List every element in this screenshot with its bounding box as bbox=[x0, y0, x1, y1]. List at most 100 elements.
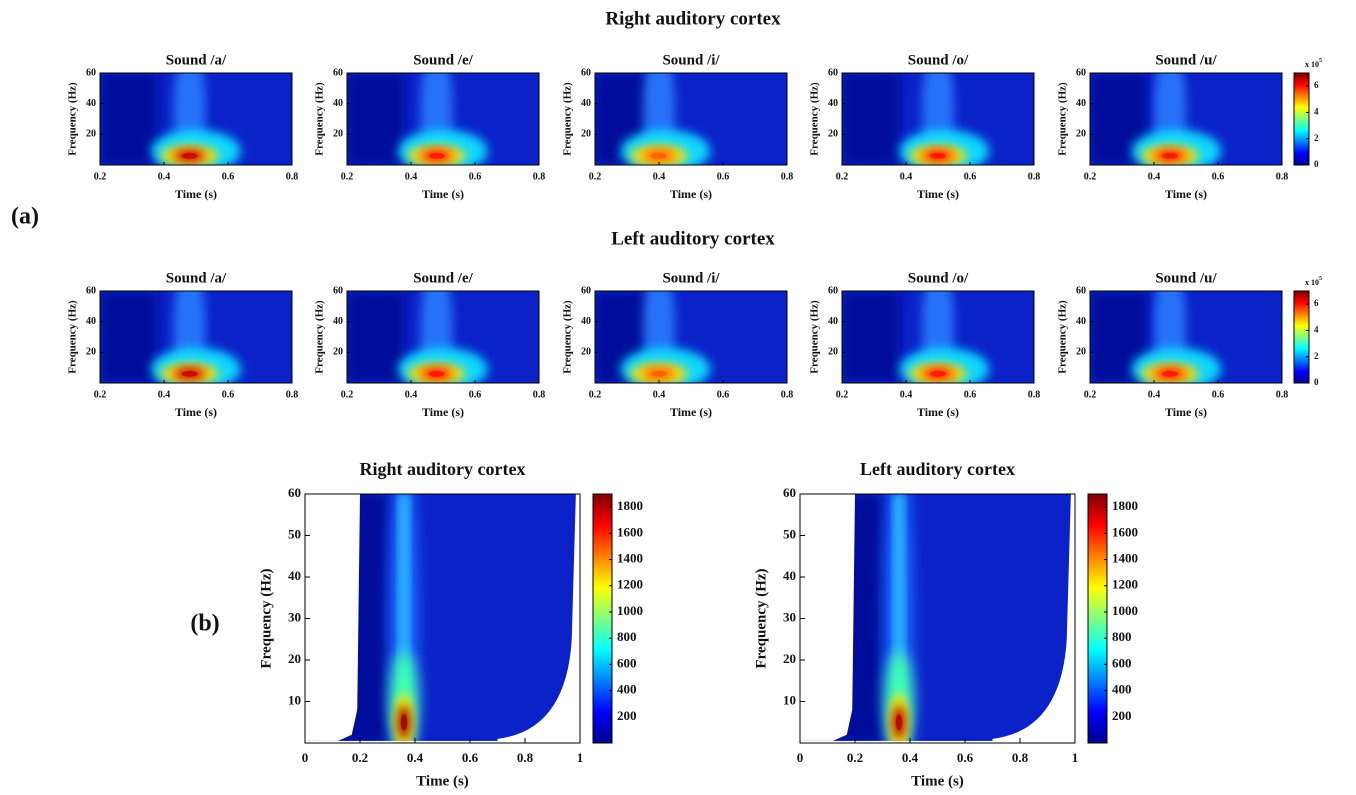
heatmap bbox=[100, 73, 292, 165]
axes-frame bbox=[594, 290, 788, 384]
x-tick-label: 0.4 bbox=[158, 171, 171, 182]
panel-label: (b) bbox=[190, 611, 219, 637]
ridge bbox=[399, 494, 409, 743]
chart-title: Sound /u/ bbox=[1155, 270, 1217, 286]
x-tick-label: 0.4 bbox=[407, 750, 424, 765]
colorbar-tick-label: 600 bbox=[1112, 655, 1132, 670]
y-tick-label: 40 bbox=[86, 98, 96, 109]
y-tick-label: 20 bbox=[288, 651, 301, 666]
y-tick-label: 50 bbox=[288, 526, 301, 541]
y-axis-label: Frequency (Hz) bbox=[67, 82, 79, 156]
x-axis-label: Time (s) bbox=[175, 405, 217, 419]
y-tick-label: 20 bbox=[86, 129, 96, 140]
x-tick-label: 0.6 bbox=[1212, 171, 1225, 182]
x-tick-label: 0.2 bbox=[341, 389, 354, 400]
cone-bottom bbox=[305, 740, 580, 743]
y-axis-label: Frequency (Hz) bbox=[809, 82, 821, 156]
x-axis-label: Time (s) bbox=[175, 187, 217, 201]
x-tick-label: 0.4 bbox=[158, 389, 171, 400]
y-tick-label: 20 bbox=[828, 347, 838, 358]
y-tick-label: 60 bbox=[86, 67, 96, 78]
peak-position bbox=[428, 370, 445, 377]
x-tick-label: 0.8 bbox=[1028, 171, 1041, 182]
chart-title: Sound /i/ bbox=[662, 52, 720, 68]
x-tick-label: 0.2 bbox=[352, 750, 368, 765]
x-tick-label: 0.8 bbox=[533, 171, 546, 182]
heatmap bbox=[800, 494, 1075, 743]
colorbar bbox=[1293, 72, 1310, 166]
x-axis-label: Time (s) bbox=[917, 405, 959, 419]
x-tick-label: 0 bbox=[302, 750, 309, 765]
x-axis-label: Time (s) bbox=[670, 187, 712, 201]
x-tick-label: 0.6 bbox=[222, 389, 235, 400]
colorbar-tick-label: 6 bbox=[1314, 80, 1319, 90]
colorbar-multiplier: x 105 bbox=[1305, 58, 1322, 68]
y-tick-label: 40 bbox=[828, 316, 838, 327]
x-tick-label: 0.4 bbox=[405, 171, 418, 182]
x-tick-label: 0.2 bbox=[836, 389, 849, 400]
y-tick-label: 40 bbox=[783, 568, 796, 583]
cone-left bbox=[305, 494, 360, 743]
x-tick-label: 0.4 bbox=[900, 171, 913, 182]
colorbar-tick-label: 1400 bbox=[1112, 551, 1138, 566]
y-tick-label: 20 bbox=[581, 347, 591, 358]
y-tick-label: 40 bbox=[288, 568, 301, 583]
chart-title: Sound /i/ bbox=[662, 270, 720, 286]
peak-position bbox=[1162, 152, 1178, 159]
y-tick-label: 60 bbox=[783, 485, 796, 500]
y-tick-label: 20 bbox=[333, 129, 343, 140]
axes-frame bbox=[841, 290, 1035, 384]
heatmap bbox=[347, 291, 539, 383]
multiplier-exponent: 5 bbox=[1319, 58, 1322, 64]
x-axis-label: Time (s) bbox=[911, 773, 964, 789]
x-tick-label: 0.4 bbox=[1148, 171, 1161, 182]
axes-frame bbox=[1089, 290, 1283, 384]
colorbar-tick-label: 200 bbox=[1112, 708, 1132, 723]
axes-frame bbox=[594, 72, 788, 166]
y-tick-label: 40 bbox=[86, 316, 96, 327]
x-tick-label: 0.2 bbox=[847, 750, 863, 765]
cone-right bbox=[497, 494, 580, 743]
chart-title: Sound /e/ bbox=[413, 270, 473, 286]
x-tick-label: 0.6 bbox=[469, 389, 482, 400]
y-tick-label: 60 bbox=[581, 285, 591, 296]
axes-frame bbox=[99, 290, 293, 384]
x-tick-label: 0.6 bbox=[1212, 389, 1225, 400]
x-tick-label: 0.6 bbox=[964, 171, 977, 182]
x-tick-label: 0.2 bbox=[94, 171, 107, 182]
colorbar-tick-label: 1200 bbox=[1112, 577, 1138, 592]
x-tick-label: 0.4 bbox=[653, 171, 666, 182]
colorbar-tick-label: 800 bbox=[1112, 629, 1132, 644]
y-tick-label: 40 bbox=[1076, 98, 1086, 109]
peak-position bbox=[651, 370, 667, 377]
x-tick-label: 0.8 bbox=[517, 750, 534, 765]
chart-title: Left auditory cortex bbox=[860, 459, 1015, 479]
heatmap bbox=[842, 291, 1034, 383]
chart-title: Sound /a/ bbox=[166, 270, 227, 286]
x-tick-label: 0.2 bbox=[589, 171, 602, 182]
y-axis-label: Frequency (Hz) bbox=[258, 568, 274, 668]
y-axis-label: Frequency (Hz) bbox=[1057, 82, 1069, 156]
x-tick-label: 0.4 bbox=[902, 750, 919, 765]
y-tick-label: 30 bbox=[783, 609, 796, 624]
colorbar-tick-label: 2 bbox=[1314, 351, 1319, 361]
chart-title: Sound /u/ bbox=[1155, 52, 1217, 68]
y-tick-label: 40 bbox=[828, 98, 838, 109]
y-tick-label: 20 bbox=[581, 129, 591, 140]
cone-right bbox=[992, 494, 1075, 743]
chart-title: Sound /o/ bbox=[908, 270, 969, 286]
y-tick-label: 20 bbox=[333, 347, 343, 358]
heatmap-dark-region bbox=[347, 291, 405, 383]
colorbar-tick-label: 1600 bbox=[617, 524, 643, 539]
heatmap-dark-region bbox=[842, 73, 900, 165]
x-tick-label: 1 bbox=[1072, 750, 1079, 765]
x-tick-label: 0.2 bbox=[341, 171, 354, 182]
y-tick-label: 60 bbox=[333, 285, 343, 296]
panel-label: (a) bbox=[11, 204, 39, 230]
heatmap-dark-region bbox=[100, 73, 158, 165]
colorbar bbox=[1293, 290, 1310, 384]
x-tick-label: 0.8 bbox=[1012, 750, 1029, 765]
x-tick-label: 0.4 bbox=[900, 389, 913, 400]
colorbar-tick-label: 1400 bbox=[617, 551, 643, 566]
